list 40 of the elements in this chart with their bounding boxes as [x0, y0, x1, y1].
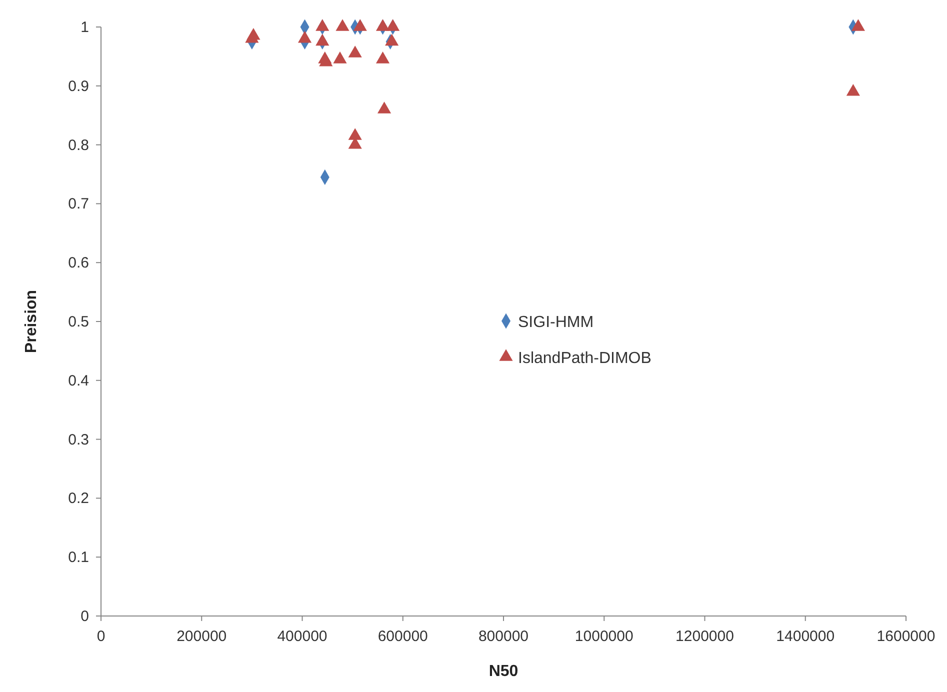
point	[376, 52, 390, 64]
point	[386, 19, 400, 31]
x-tick-label: 400000	[277, 628, 328, 645]
point	[298, 30, 312, 43]
point	[846, 84, 860, 96]
legend-label: IslandPath-DIMOB	[518, 350, 652, 367]
point	[851, 19, 865, 31]
x-tick-label: 1000000	[574, 628, 634, 645]
point	[336, 19, 350, 31]
x-tick-label: 200000	[176, 628, 227, 645]
point	[348, 46, 362, 58]
point	[316, 19, 330, 31]
x-tick-label: 0	[96, 628, 106, 645]
y-tick-label: 0.2	[68, 490, 89, 508]
point	[385, 34, 399, 46]
y-axis-title: Preision	[23, 290, 40, 354]
y-tick-label: 0.8	[68, 136, 89, 154]
y-tick-label: 0.7	[68, 196, 89, 213]
x-tick-label: 1600000	[876, 628, 936, 645]
y-tick-label: 1	[80, 19, 89, 36]
y-tick-label: 0	[80, 608, 89, 625]
x-axis-title: N50	[488, 663, 518, 680]
point	[316, 34, 330, 46]
point	[376, 19, 390, 31]
y-tick-label: 0.6	[68, 254, 89, 272]
y-tick-label: 0.4	[68, 372, 89, 390]
point	[333, 52, 347, 64]
y-tick-label: 0.1	[68, 549, 89, 566]
point	[377, 102, 392, 114]
y-tick-label: 0.3	[68, 431, 89, 448]
y-tick-label: 0.5	[68, 314, 89, 330]
point	[246, 28, 260, 40]
point	[353, 19, 367, 31]
x-tick-label: 1400000	[776, 628, 835, 645]
x-tick-label: 1200000	[676, 628, 734, 645]
x-tick-label: 800000	[478, 628, 529, 645]
legend-label: SIGI-HMM	[518, 314, 594, 331]
x-tick-label: 600000	[378, 628, 428, 645]
y-tick-label: 0.9	[68, 78, 89, 95]
point	[348, 128, 362, 140]
